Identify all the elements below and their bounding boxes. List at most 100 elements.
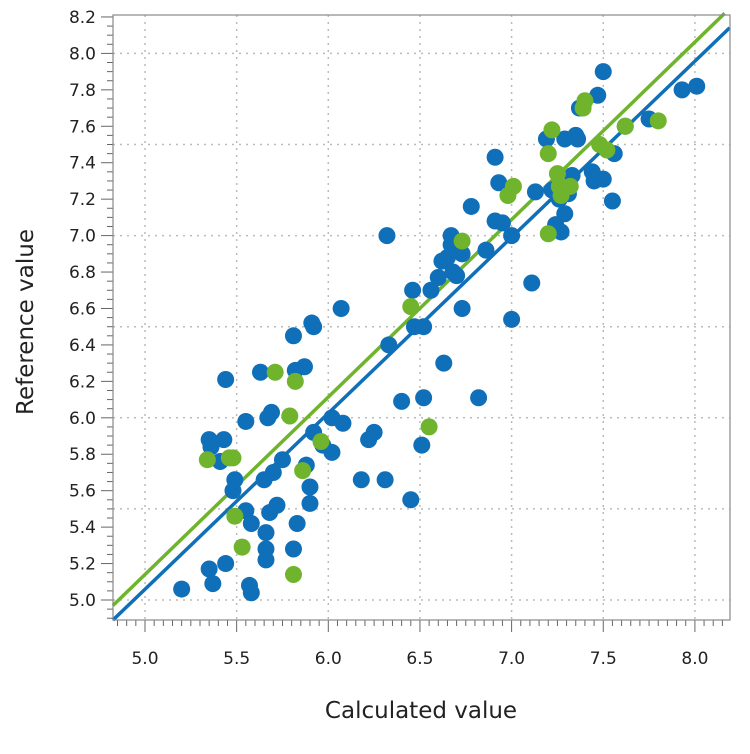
data-point xyxy=(673,81,691,99)
data-point xyxy=(490,174,508,192)
y-tick-label: 5.8 xyxy=(69,445,96,465)
x-tick-label: 7.0 xyxy=(498,649,525,669)
data-point xyxy=(226,507,244,525)
data-point xyxy=(332,299,350,317)
data-point xyxy=(435,354,453,372)
data-point xyxy=(393,392,411,410)
data-point xyxy=(402,491,420,509)
data-point xyxy=(569,130,587,148)
data-point xyxy=(242,584,260,602)
data-point xyxy=(226,471,244,489)
data-point xyxy=(649,112,667,130)
data-point xyxy=(334,414,352,432)
data-point xyxy=(323,443,341,461)
data-point xyxy=(594,63,612,81)
data-point xyxy=(173,580,191,598)
data-point xyxy=(257,524,275,542)
data-point xyxy=(378,227,396,245)
y-tick-label: 8.2 xyxy=(69,8,96,28)
data-point xyxy=(688,77,706,95)
data-point xyxy=(284,540,302,558)
data-point xyxy=(217,371,235,389)
x-tick-label: 7.5 xyxy=(590,649,617,669)
data-point xyxy=(294,462,312,480)
data-point xyxy=(548,165,566,183)
x-axis-label: Calculated value xyxy=(325,698,517,724)
data-point xyxy=(251,363,269,381)
data-point xyxy=(415,318,433,336)
x-tick-label: 5.5 xyxy=(223,649,250,669)
data-point xyxy=(616,117,634,135)
data-point xyxy=(286,372,304,390)
data-point xyxy=(438,248,456,266)
data-point xyxy=(598,141,616,159)
data-point xyxy=(202,438,220,456)
data-point xyxy=(264,463,282,481)
y-tick-label: 7.6 xyxy=(69,117,96,137)
data-point xyxy=(365,423,383,441)
y-tick-label: 8.0 xyxy=(69,44,96,64)
data-point xyxy=(273,451,291,469)
data-point xyxy=(301,478,319,496)
data-point xyxy=(462,197,480,215)
axis-ticks xyxy=(101,16,723,632)
data-point xyxy=(503,310,521,328)
data-point xyxy=(493,214,511,232)
data-point xyxy=(266,363,284,381)
y-tick-label: 6.4 xyxy=(69,336,96,356)
y-tick-label: 7.2 xyxy=(69,190,96,210)
data-point xyxy=(284,327,302,345)
y-tick-label: 7.8 xyxy=(69,81,96,101)
data-point xyxy=(224,449,242,467)
data-point xyxy=(543,121,561,139)
data-point xyxy=(215,431,233,449)
data-point xyxy=(268,496,286,514)
data-point xyxy=(420,418,438,436)
plot-frame xyxy=(112,14,731,621)
data-point xyxy=(402,298,420,316)
data-point xyxy=(413,436,431,454)
data-point xyxy=(305,318,323,336)
data-point xyxy=(603,192,621,210)
data-point xyxy=(526,183,544,201)
y-tick-labels: 5.0 5.2 5.4 5.6 5.8 6.0 6.2 6.4 6.6 6.8 7.0 7.2 7.4 7… xyxy=(69,8,96,611)
y-tick-label: 6.6 xyxy=(69,299,96,319)
data-point xyxy=(503,227,521,245)
data-point xyxy=(429,269,447,287)
data-point xyxy=(556,205,574,223)
data-point xyxy=(380,336,398,354)
data-point xyxy=(561,177,579,195)
data-point xyxy=(504,177,522,195)
data-point xyxy=(242,514,260,532)
data-point xyxy=(200,560,218,578)
x-tick-label: 5.0 xyxy=(131,649,158,669)
y-axis-label: Reference value xyxy=(13,229,39,415)
data-point xyxy=(486,148,504,166)
y-tick-label: 6.8 xyxy=(69,263,96,283)
data-point xyxy=(295,358,313,376)
data-point xyxy=(262,403,280,421)
y-tick-label: 7.0 xyxy=(69,227,96,247)
x-tick-label: 8.0 xyxy=(681,649,708,669)
data-points xyxy=(173,63,706,602)
data-point xyxy=(539,145,557,163)
x-tick-label: 6.5 xyxy=(406,649,433,669)
y-tick-label: 5.0 xyxy=(69,591,96,611)
x-tick-labels: 5.0 5.5 6.0 6.5 7.0 7.5 8.0 xyxy=(131,649,708,669)
data-point xyxy=(233,538,251,556)
data-point xyxy=(404,281,422,299)
data-point xyxy=(576,92,594,110)
data-point xyxy=(539,225,557,243)
data-point xyxy=(453,299,471,317)
data-point xyxy=(453,232,471,250)
data-point xyxy=(217,555,235,573)
data-point xyxy=(204,575,222,593)
data-point xyxy=(552,223,570,241)
data-point xyxy=(198,451,216,469)
data-point xyxy=(281,407,299,425)
data-point xyxy=(589,86,607,104)
data-point xyxy=(376,471,394,489)
data-point xyxy=(477,241,495,259)
data-point xyxy=(448,267,466,285)
